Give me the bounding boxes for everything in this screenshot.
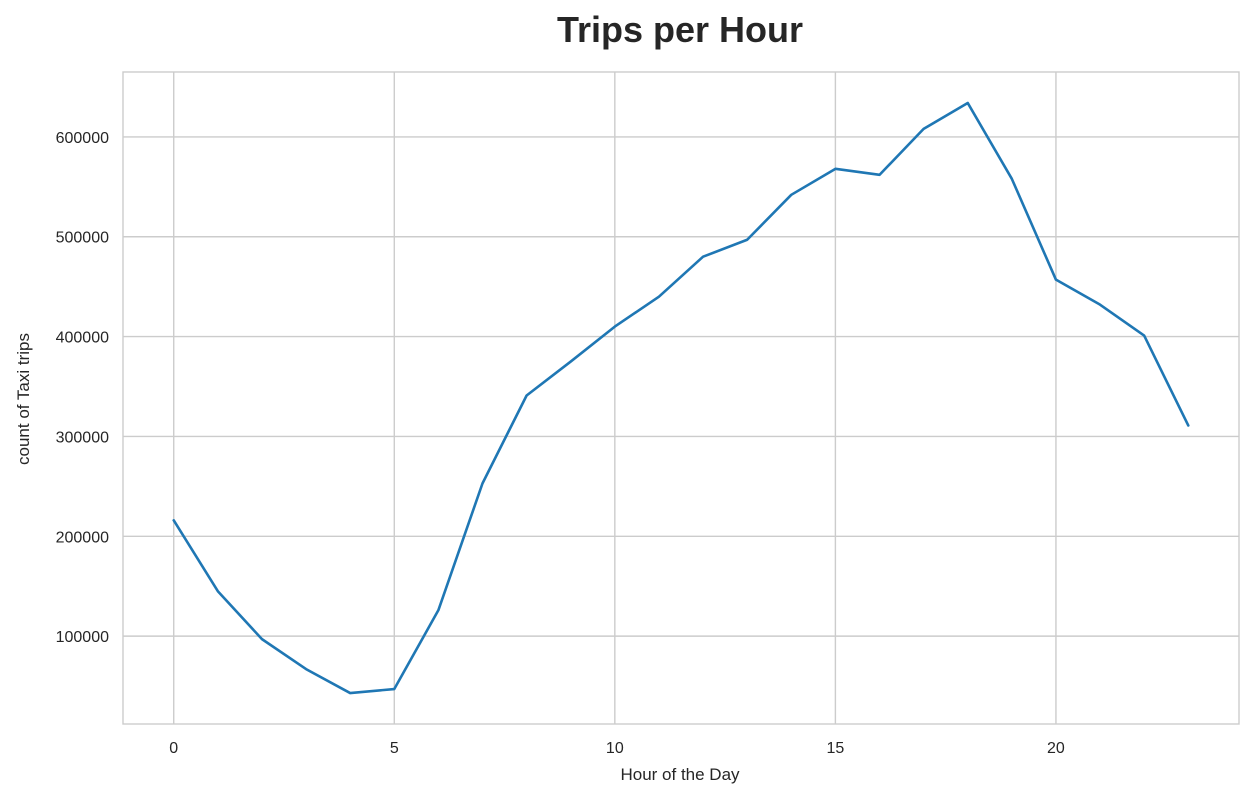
y-tick-label: 500000 (56, 230, 109, 247)
plot-frame (122, 71, 1240, 725)
grid (123, 72, 1239, 724)
y-axis-ticks: 100000 200000 300000 400000 500000 600000 (56, 130, 109, 646)
y-tick-label: 200000 (56, 529, 109, 546)
x-tick-label: 10 (606, 740, 624, 757)
y-tick-label: 600000 (56, 130, 109, 147)
x-axis-ticks: 0 5 10 15 20 (169, 740, 1065, 757)
x-tick-label: 15 (826, 740, 844, 757)
series-line (172, 101, 1190, 695)
series-group (172, 101, 1190, 695)
y-tick-label: 100000 (56, 629, 109, 646)
x-tick-label: 0 (169, 740, 178, 757)
y-axis-label: count of Taxi trips (14, 333, 33, 465)
x-tick-label: 20 (1047, 740, 1065, 757)
chart-title: Trips per Hour (557, 9, 803, 50)
x-tick-label: 5 (390, 740, 399, 757)
y-tick-label: 300000 (56, 429, 109, 446)
x-axis-label: Hour of the Day (620, 765, 740, 784)
y-tick-label: 400000 (56, 330, 109, 347)
